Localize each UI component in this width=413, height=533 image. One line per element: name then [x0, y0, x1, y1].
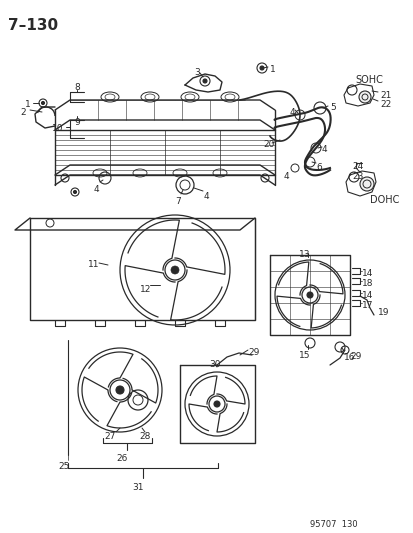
Text: 8: 8	[74, 83, 80, 92]
Circle shape	[116, 386, 124, 394]
Text: 4: 4	[321, 145, 327, 154]
Text: 22: 22	[379, 100, 390, 109]
Text: 24: 24	[351, 162, 362, 171]
Text: 17: 17	[361, 301, 373, 310]
Text: 10: 10	[51, 124, 63, 133]
Text: DOHC: DOHC	[369, 195, 399, 205]
Text: 1: 1	[25, 100, 31, 109]
Text: 7: 7	[175, 197, 180, 206]
Text: 31: 31	[132, 483, 143, 492]
Text: 21: 21	[379, 91, 390, 100]
Circle shape	[202, 79, 206, 83]
Text: 14: 14	[361, 269, 373, 278]
Text: 2: 2	[20, 108, 26, 117]
Text: 6: 6	[315, 163, 321, 172]
Text: 12: 12	[140, 285, 151, 294]
Text: 28: 28	[139, 432, 150, 441]
Text: 9: 9	[74, 118, 80, 127]
Text: 30: 30	[209, 360, 220, 369]
Text: SOHC: SOHC	[354, 75, 382, 85]
Circle shape	[358, 91, 370, 103]
Text: 19: 19	[377, 308, 389, 317]
Text: 4: 4	[93, 185, 99, 194]
Text: 15: 15	[299, 351, 310, 360]
Text: 5: 5	[329, 103, 335, 112]
Text: 4: 4	[204, 192, 209, 201]
Text: 27: 27	[104, 432, 115, 441]
Text: 18: 18	[361, 279, 373, 288]
Text: 7–130: 7–130	[8, 18, 58, 33]
Circle shape	[41, 101, 44, 104]
Text: 29: 29	[349, 352, 361, 361]
Text: 4: 4	[289, 108, 294, 117]
Circle shape	[214, 401, 219, 407]
Text: 11: 11	[88, 260, 99, 269]
Text: 3: 3	[194, 68, 199, 77]
Text: 26: 26	[116, 454, 127, 463]
Circle shape	[74, 190, 76, 193]
Circle shape	[259, 66, 263, 70]
Text: 23: 23	[351, 172, 363, 181]
Text: 29: 29	[247, 348, 259, 357]
Text: 95707  130: 95707 130	[309, 520, 357, 529]
Text: 13: 13	[299, 250, 310, 259]
Circle shape	[306, 292, 312, 298]
Text: 4: 4	[282, 172, 288, 181]
Text: 16: 16	[343, 353, 355, 362]
Text: 20: 20	[262, 140, 274, 149]
Text: 25: 25	[58, 462, 69, 471]
Text: 14: 14	[361, 291, 373, 300]
Circle shape	[171, 266, 178, 274]
Circle shape	[359, 177, 373, 191]
Text: 1: 1	[269, 65, 275, 74]
